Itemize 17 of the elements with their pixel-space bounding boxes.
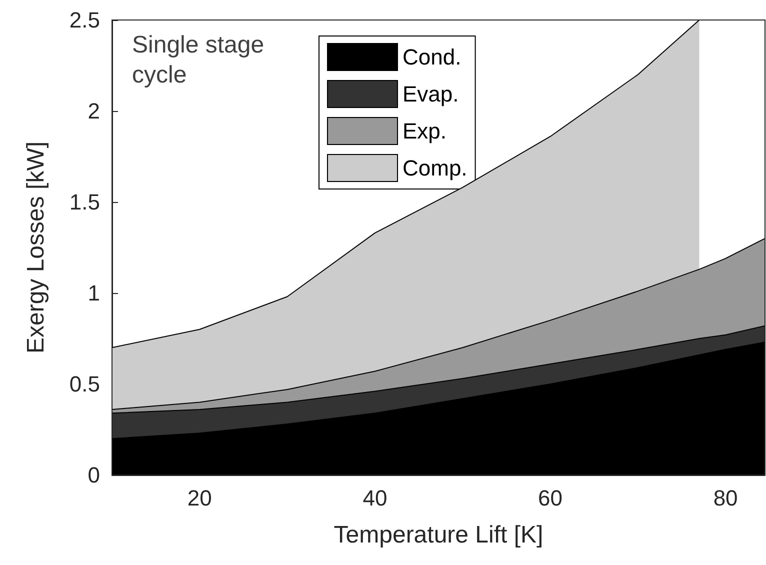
x-tick-label: 20 [187,486,212,510]
legend-label: Exp. [402,118,447,144]
y-tick-label: 1 [88,280,100,306]
y-tick-label: 2.5 [69,8,100,32]
legend-label: Evap. [402,82,459,106]
x-axis-title: Temperature Lift [K] [334,522,544,548]
annotation: Single stage cycle [132,32,264,88]
legend-label: Cond. [402,44,462,70]
y-tick-label: 0.5 [69,372,100,396]
x-tick-label: 80 [713,486,738,510]
y-tick-label: 0 [88,462,100,488]
y-tick-label: 1.5 [69,190,100,214]
y-axis-title: Exergy Losses [kW] [22,141,50,354]
legend-label: Comp. [402,156,468,180]
y-tick-label: 2 [88,98,100,124]
x-tick-label: 40 [362,486,388,510]
x-tick-label: 60 [538,486,562,510]
